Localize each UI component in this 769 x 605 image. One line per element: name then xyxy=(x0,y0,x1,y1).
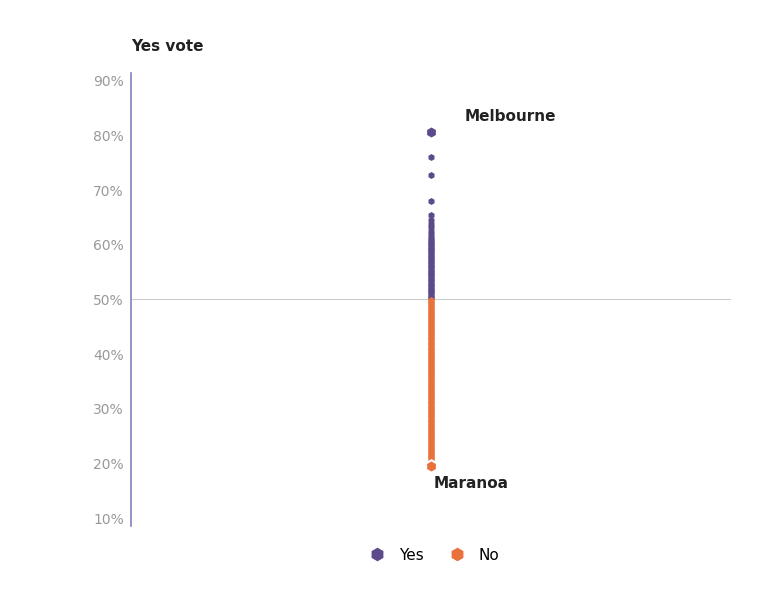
Text: Maranoa: Maranoa xyxy=(433,476,508,491)
Text: Yes vote: Yes vote xyxy=(131,39,203,54)
Text: Melbourne: Melbourne xyxy=(465,109,556,124)
Legend: Yes, No: Yes, No xyxy=(356,541,505,569)
